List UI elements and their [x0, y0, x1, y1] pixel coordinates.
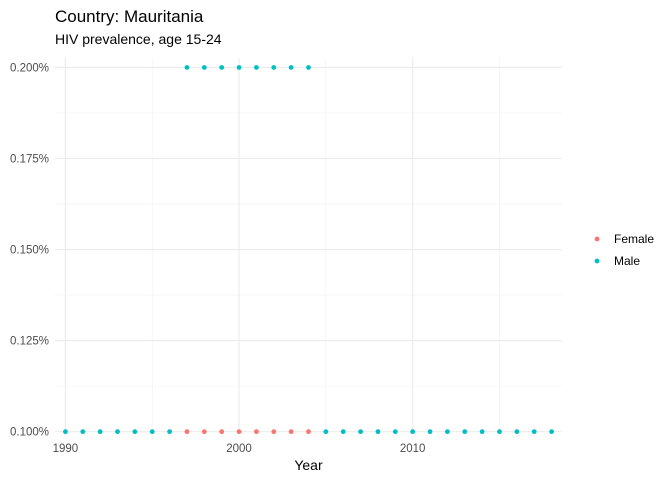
x-tick-label: 2010	[400, 443, 426, 455]
grid	[55, 58, 562, 433]
data-point-male	[80, 429, 86, 435]
data-point-male	[288, 65, 294, 70]
data-point-female	[201, 429, 207, 435]
data-point-male	[149, 429, 155, 435]
data-point-male	[219, 65, 225, 70]
axis-tick-labels: 1990 2000 2010 0.100% 0.125% 0.150% 0.175% 0.20…	[10, 62, 425, 455]
chart-title: Country: Mauritania	[55, 7, 204, 26]
data-point-male	[63, 429, 68, 435]
data-point-female	[236, 429, 242, 435]
data-point-male	[115, 429, 120, 435]
legend-key-male	[594, 258, 600, 264]
y-tick-label: 0.200%	[10, 62, 49, 74]
data-points	[63, 65, 554, 435]
data-point-male	[462, 429, 468, 435]
data-point-female	[306, 429, 311, 435]
data-point-female	[271, 429, 277, 435]
data-point-male	[271, 65, 277, 70]
data-point-female	[254, 429, 259, 435]
data-point-male	[132, 429, 138, 435]
legend-label-female: Female	[614, 232, 654, 246]
x-tick-label: 1990	[53, 443, 79, 455]
data-point-male	[479, 429, 485, 435]
legend-label-male: Male	[614, 254, 640, 268]
data-point-male	[306, 65, 311, 70]
x-axis-title: Year	[294, 457, 323, 473]
legend: Female Male	[594, 232, 654, 268]
y-tick-label: 0.125%	[10, 336, 49, 348]
y-tick-label: 0.175%	[10, 154, 49, 166]
y-tick-label: 0.100%	[10, 427, 49, 439]
data-point-male	[410, 429, 416, 435]
data-point-male	[392, 429, 398, 435]
data-point-male	[201, 65, 207, 70]
data-point-male	[97, 429, 103, 435]
data-point-male	[323, 429, 329, 435]
data-point-female	[219, 429, 225, 435]
data-point-male	[358, 429, 363, 435]
chart-subtitle: HIV prevalence, age 15-24	[55, 31, 222, 47]
data-point-male	[445, 429, 450, 435]
data-point-male	[254, 65, 259, 70]
data-point-female	[184, 429, 190, 435]
data-point-male	[236, 65, 242, 70]
data-point-male	[514, 429, 520, 435]
data-point-male	[497, 429, 502, 435]
legend-key-female	[594, 236, 600, 242]
data-point-male	[167, 429, 172, 435]
data-point-male	[340, 429, 346, 435]
data-point-male	[375, 429, 381, 435]
y-tick-label: 0.150%	[10, 245, 49, 257]
x-tick-label: 2000	[226, 443, 252, 455]
data-point-male	[549, 429, 554, 435]
data-point-male	[427, 429, 433, 435]
data-point-male	[531, 429, 537, 435]
data-point-female	[288, 429, 294, 435]
data-point-male	[184, 65, 190, 70]
